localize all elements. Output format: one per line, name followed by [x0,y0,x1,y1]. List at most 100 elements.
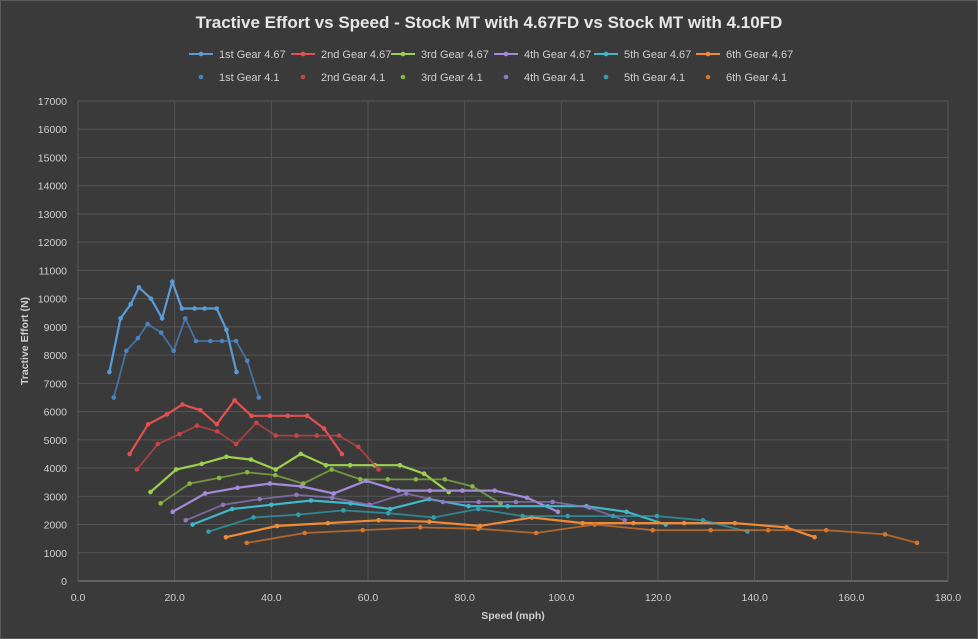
data-point [244,540,249,546]
y-tick-label: 4000 [44,463,68,475]
legend-label: 5th Gear 4.1 [624,72,685,84]
legend-item: 3rd Gear 4.1 [400,72,483,84]
x-tick-label: 120.0 [645,592,671,604]
data-point [914,540,920,546]
data-point [219,338,225,344]
data-point [550,499,555,505]
data-point [169,279,175,285]
data-point [249,413,254,419]
data-point [145,321,150,327]
data-point [622,517,627,523]
y-tick-label: 9000 [44,322,68,334]
data-point [331,491,336,496]
legend-label: 4th Gear 4.67 [524,49,591,61]
series-8 [134,420,381,472]
y-axis-ticks: 0 1000 2000 3000 4000 5000 6000 7000 8000 9000 100… [38,96,67,588]
data-point [524,495,530,501]
data-point [397,462,403,468]
data-point [135,335,141,341]
y-tick-label: 6000 [44,407,68,419]
data-point [650,527,655,533]
data-point [254,420,259,426]
series-line [112,316,260,398]
data-point [681,520,687,526]
data-point [520,513,525,519]
data-point [356,444,361,450]
data-point [136,285,142,290]
data-point [155,441,161,447]
legend-label: 3rd Gear 4.67 [421,49,489,61]
data-point [347,462,353,468]
data-point [208,338,213,344]
data-point [376,517,381,523]
data-point [708,527,713,533]
data-point [475,506,481,512]
data-point [158,501,163,506]
series-6 [223,515,817,540]
data-point [214,306,220,311]
data-point [267,413,273,419]
data-point [475,526,481,532]
y-tick-label: 2000 [44,520,68,532]
data-point [323,462,329,468]
data-point [273,433,278,438]
data-point [403,491,409,496]
data-point [533,530,539,536]
data-point [179,306,185,311]
legend-swatch-marker [603,74,609,80]
data-point [233,338,239,344]
data-point [124,348,129,354]
y-tick-label: 13000 [38,209,67,221]
data-point [587,505,592,510]
data-point [296,512,301,517]
data-point [127,451,133,457]
chart-title: Tractive Effort vs Speed - Stock MT with… [196,13,783,32]
legend-item: 3rd Gear 4.67 [391,49,489,61]
data-point [321,426,327,431]
series-10 [183,491,627,523]
series-layer [107,278,920,546]
data-point [466,503,471,509]
data-point [214,421,220,427]
data-point [248,457,254,462]
data-point [765,527,771,533]
legend-item: 5th Gear 4.1 [603,72,685,84]
data-point [440,499,446,505]
data-point [421,471,427,477]
series-12 [244,522,920,546]
data-point [202,491,208,496]
legend-label: 4th Gear 4.1 [524,72,585,84]
data-point [476,499,481,505]
data-point [812,534,817,540]
legend: 1st Gear 4.67 2nd Gear 4.67 3rd Gear 4.67 4… [189,49,793,84]
legend-item: 2nd Gear 4.1 [300,72,385,84]
data-point [431,515,437,520]
data-point [214,429,220,434]
legend-swatch-marker [198,51,204,57]
legend-item: 5th Gear 4.67 [594,49,691,61]
data-point [298,451,304,457]
data-point [592,522,597,527]
series-2 [127,397,345,457]
gridlines [77,100,949,582]
y-tick-label: 3000 [44,491,68,503]
data-point [194,423,200,429]
legend-label: 6th Gear 4.67 [726,49,793,61]
data-point [341,508,346,513]
data-point [192,306,197,311]
data-point [183,316,188,321]
y-tick-label: 0 [61,576,67,588]
x-tick-label: 180.0 [935,592,961,604]
x-tick-label: 40.0 [261,592,282,604]
legend-item: 6th Gear 4.1 [705,72,787,84]
data-point [187,481,192,486]
data-point [610,513,616,519]
series-3 [148,451,452,495]
legend-label: 2nd Gear 4.67 [321,49,391,61]
legend-swatch-marker [400,74,406,80]
data-point [235,485,240,491]
data-point [470,484,475,489]
x-tick-label: 100.0 [548,592,574,604]
data-point [158,330,164,335]
